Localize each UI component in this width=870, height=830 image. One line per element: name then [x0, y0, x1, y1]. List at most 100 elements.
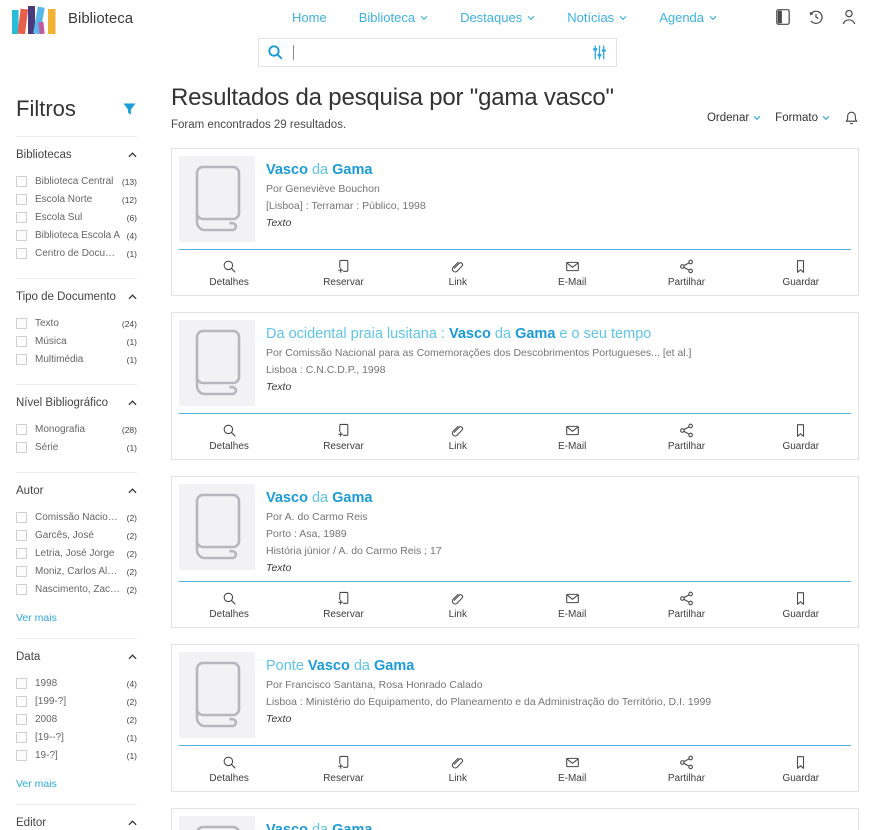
action-detalhes[interactable]: Detalhes	[172, 255, 286, 288]
action-link[interactable]: Link	[401, 751, 515, 784]
search-input[interactable]	[303, 45, 591, 60]
checkbox[interactable]	[16, 732, 27, 743]
result-meta-line: Por Comissão Nacional para as Comemoraçõ…	[266, 347, 692, 359]
book-thumbnail[interactable]	[179, 484, 255, 570]
book-thumbnail[interactable]	[179, 156, 255, 242]
action-e-mail[interactable]: E-Mail	[515, 255, 629, 288]
checkbox[interactable]	[16, 548, 27, 559]
checkbox[interactable]	[16, 530, 27, 541]
result-title[interactable]: Vasco da Gama	[266, 822, 373, 830]
filter-option[interactable]: Letria, José Jorge (2)	[16, 548, 137, 559]
checkbox[interactable]	[16, 512, 27, 523]
nav-item-not-cias[interactable]: Notícias	[567, 10, 627, 25]
action-link[interactable]: Link	[401, 419, 515, 452]
filter-option[interactable]: Música (1)	[16, 336, 137, 347]
filter-option[interactable]: Biblioteca Central (13)	[16, 176, 137, 187]
book-thumbnail[interactable]	[179, 816, 255, 830]
filter-option[interactable]: [199-?] (2)	[16, 696, 137, 707]
advanced-search-sliders-icon[interactable]	[591, 44, 608, 61]
filter-option[interactable]: 19-?] (1)	[16, 750, 137, 761]
filter-section-header[interactable]: Data	[16, 649, 137, 671]
filter-option[interactable]: Moniz, Carlos Alberto (2)	[16, 566, 137, 577]
filter-funnel-icon[interactable]	[122, 102, 137, 117]
checkbox[interactable]	[16, 212, 27, 223]
action-partilhar[interactable]: Partilhar	[629, 255, 743, 288]
checkbox[interactable]	[16, 566, 27, 577]
result-title[interactable]: Vasco da Gama	[266, 162, 373, 178]
action-reservar[interactable]: Reservar	[286, 419, 400, 452]
nav-item-home[interactable]: Home	[292, 10, 327, 25]
filter-option[interactable]: Escola Norte (12)	[16, 194, 137, 205]
action-guardar[interactable]: Guardar	[744, 255, 858, 288]
result-title[interactable]: Vasco da Gama	[266, 490, 373, 506]
checkbox[interactable]	[16, 584, 27, 595]
checkbox[interactable]	[16, 248, 27, 259]
history-icon[interactable]	[807, 8, 825, 26]
action-reservar[interactable]: Reservar	[286, 587, 400, 620]
filter-section-header[interactable]: Tipo de Documento	[16, 289, 137, 311]
book-thumbnail[interactable]	[179, 320, 255, 406]
filter-section-header[interactable]: Bibliotecas	[16, 147, 137, 169]
filter-option[interactable]: Centro de Documentação (1)	[16, 248, 137, 259]
filter-option[interactable]: Garcês, José (2)	[16, 530, 137, 541]
filter-section-header[interactable]: Autor	[16, 483, 137, 505]
action-detalhes[interactable]: Detalhes	[172, 419, 286, 452]
result-title[interactable]: Ponte Vasco da Gama	[266, 658, 415, 674]
action-detalhes[interactable]: Detalhes	[172, 751, 286, 784]
filter-section-header[interactable]: Editor	[16, 815, 137, 830]
ordenar-dropdown[interactable]: Ordenar	[707, 112, 761, 124]
checkbox[interactable]	[16, 714, 27, 725]
checkbox[interactable]	[16, 424, 27, 435]
ver-mais-link[interactable]: Ver mais	[16, 778, 57, 790]
nav-item-destaques[interactable]: Destaques	[460, 10, 535, 25]
action-reservar[interactable]: Reservar	[286, 255, 400, 288]
action-reservar[interactable]: Reservar	[286, 751, 400, 784]
checkbox[interactable]	[16, 696, 27, 707]
filter-option[interactable]: Multimédia (1)	[16, 354, 137, 365]
checkbox[interactable]	[16, 318, 27, 329]
action-partilhar[interactable]: Partilhar	[629, 419, 743, 452]
reserve-icon	[336, 259, 351, 274]
action-e-mail[interactable]: E-Mail	[515, 419, 629, 452]
ebook-icon[interactable]	[774, 8, 792, 26]
bell-icon[interactable]	[844, 110, 859, 126]
user-icon[interactable]	[840, 8, 858, 26]
action-partilhar[interactable]: Partilhar	[629, 751, 743, 784]
action-partilhar[interactable]: Partilhar	[629, 587, 743, 620]
action-guardar[interactable]: Guardar	[744, 419, 858, 452]
nav-item-agenda[interactable]: Agenda	[659, 10, 717, 25]
checkbox[interactable]	[16, 176, 27, 187]
filter-option[interactable]: 1998 (4)	[16, 678, 137, 689]
checkbox[interactable]	[16, 354, 27, 365]
action-e-mail[interactable]: E-Mail	[515, 751, 629, 784]
filter-option[interactable]: Escola Sul (6)	[16, 212, 137, 223]
action-e-mail[interactable]: E-Mail	[515, 587, 629, 620]
filter-option[interactable]: [19--?] (1)	[16, 732, 137, 743]
filter-option[interactable]: Comissão Nacional para a... (2)	[16, 512, 137, 523]
filter-option[interactable]: Texto (24)	[16, 318, 137, 329]
checkbox[interactable]	[16, 750, 27, 761]
formato-dropdown[interactable]: Formato	[775, 112, 830, 124]
checkbox[interactable]	[16, 678, 27, 689]
filter-option[interactable]: Nascimento, Zacarias (2)	[16, 584, 137, 595]
filter-option[interactable]: Série (1)	[16, 442, 137, 453]
checkbox[interactable]	[16, 336, 27, 347]
action-guardar[interactable]: Guardar	[744, 751, 858, 784]
action-guardar[interactable]: Guardar	[744, 587, 858, 620]
action-detalhes[interactable]: Detalhes	[172, 587, 286, 620]
search-icon[interactable]	[267, 44, 284, 61]
checkbox[interactable]	[16, 230, 27, 241]
filter-section-header[interactable]: Nível Bibliográfico	[16, 395, 137, 417]
action-link[interactable]: Link	[401, 255, 515, 288]
nav-item-biblioteca[interactable]: Biblioteca	[359, 10, 428, 25]
ver-mais-link[interactable]: Ver mais	[16, 612, 57, 624]
book-thumbnail[interactable]	[179, 652, 255, 738]
filter-option[interactable]: 2008 (2)	[16, 714, 137, 725]
brand-logo[interactable]: Biblioteca	[10, 2, 133, 34]
result-title[interactable]: Da ocidental praia lusitana : Vasco da G…	[266, 326, 652, 342]
filter-option[interactable]: Biblioteca Escola A (4)	[16, 230, 137, 241]
checkbox[interactable]	[16, 442, 27, 453]
filter-option[interactable]: Monografia (28)	[16, 424, 137, 435]
checkbox[interactable]	[16, 194, 27, 205]
action-link[interactable]: Link	[401, 587, 515, 620]
